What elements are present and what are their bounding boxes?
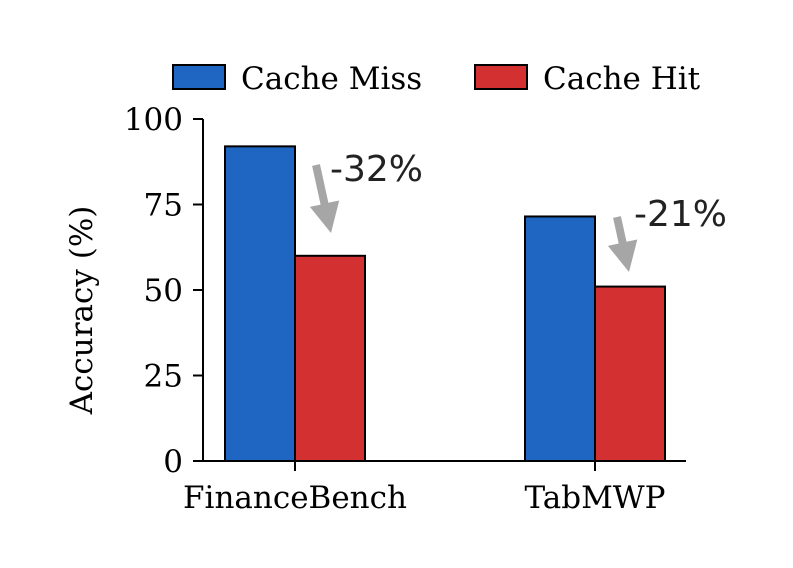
bar-cache-hit-financebench: [294, 254, 366, 462]
x-tick-label-financebench: FinanceBench: [183, 480, 407, 516]
y-tick-label-25: 25: [144, 359, 183, 395]
arrow-icon-financebench: [309, 164, 340, 233]
y-tick-label-100: 100: [124, 102, 183, 138]
annotation-label-tabmwp: -21%: [634, 194, 727, 235]
x-tick-label-tabmwp: TabMWP: [524, 480, 665, 516]
legend-swatch-cache-miss: [172, 64, 226, 90]
legend-label-cache-miss: Cache Miss: [241, 61, 422, 97]
legend: Cache Miss Cache Hit: [172, 61, 701, 97]
bars-layer: [224, 145, 666, 463]
annotation-label-financebench: -32%: [330, 149, 423, 190]
y-tick-label-50: 50: [144, 273, 183, 309]
arrow-icon-tabmwp: [607, 216, 638, 272]
y-tick-label-75: 75: [144, 188, 183, 224]
legend-swatch-cache-hit: [474, 64, 528, 90]
legend-label-cache-hit: Cache Hit: [543, 61, 701, 97]
bar-cache-miss-financebench: [224, 145, 296, 463]
y-axis-label: Accuracy (%): [64, 206, 100, 416]
annotations-layer: -32% -21%: [309, 149, 727, 272]
bar-cache-hit-tabmwp: [594, 285, 666, 462]
bar-cache-miss-tabmwp: [524, 215, 596, 462]
axes-layer: 0 25 50 75 100 FinanceBench TabMWP Accuracy (%): [64, 102, 686, 516]
y-tick-label-0: 0: [163, 444, 183, 480]
